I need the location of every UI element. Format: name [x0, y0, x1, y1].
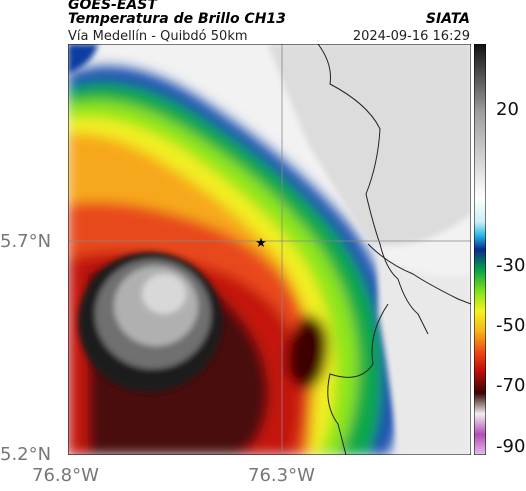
source-label: SIATA: [425, 11, 470, 27]
colorbar-label: -90: [496, 436, 526, 457]
x-tick-label: 76.3°W: [248, 465, 315, 486]
temperature-field: [68, 44, 471, 455]
colorbar-label: -70: [496, 375, 526, 396]
product-title: Temperatura de Brillo CH13: [68, 11, 286, 27]
colorbar-label: -30: [496, 255, 526, 276]
area-subtitle: Vía Medellín - Quibdó 50km: [68, 29, 248, 44]
colorbar-label: -50: [496, 315, 526, 336]
y-tick-label: 5.7°N: [0, 231, 52, 252]
y-tick-label: 5.2°N: [0, 444, 52, 465]
colorbar: [474, 44, 486, 455]
brightness-temperature-map: ★: [68, 44, 471, 455]
location-marker: ★: [255, 236, 267, 251]
datetime-label: 2024-09-16 16:29: [352, 29, 470, 44]
colorbar-label: 20: [496, 99, 519, 120]
satellite-label: GOES-EAST: [68, 0, 157, 13]
x-tick-label: 76.8°W: [32, 465, 99, 486]
